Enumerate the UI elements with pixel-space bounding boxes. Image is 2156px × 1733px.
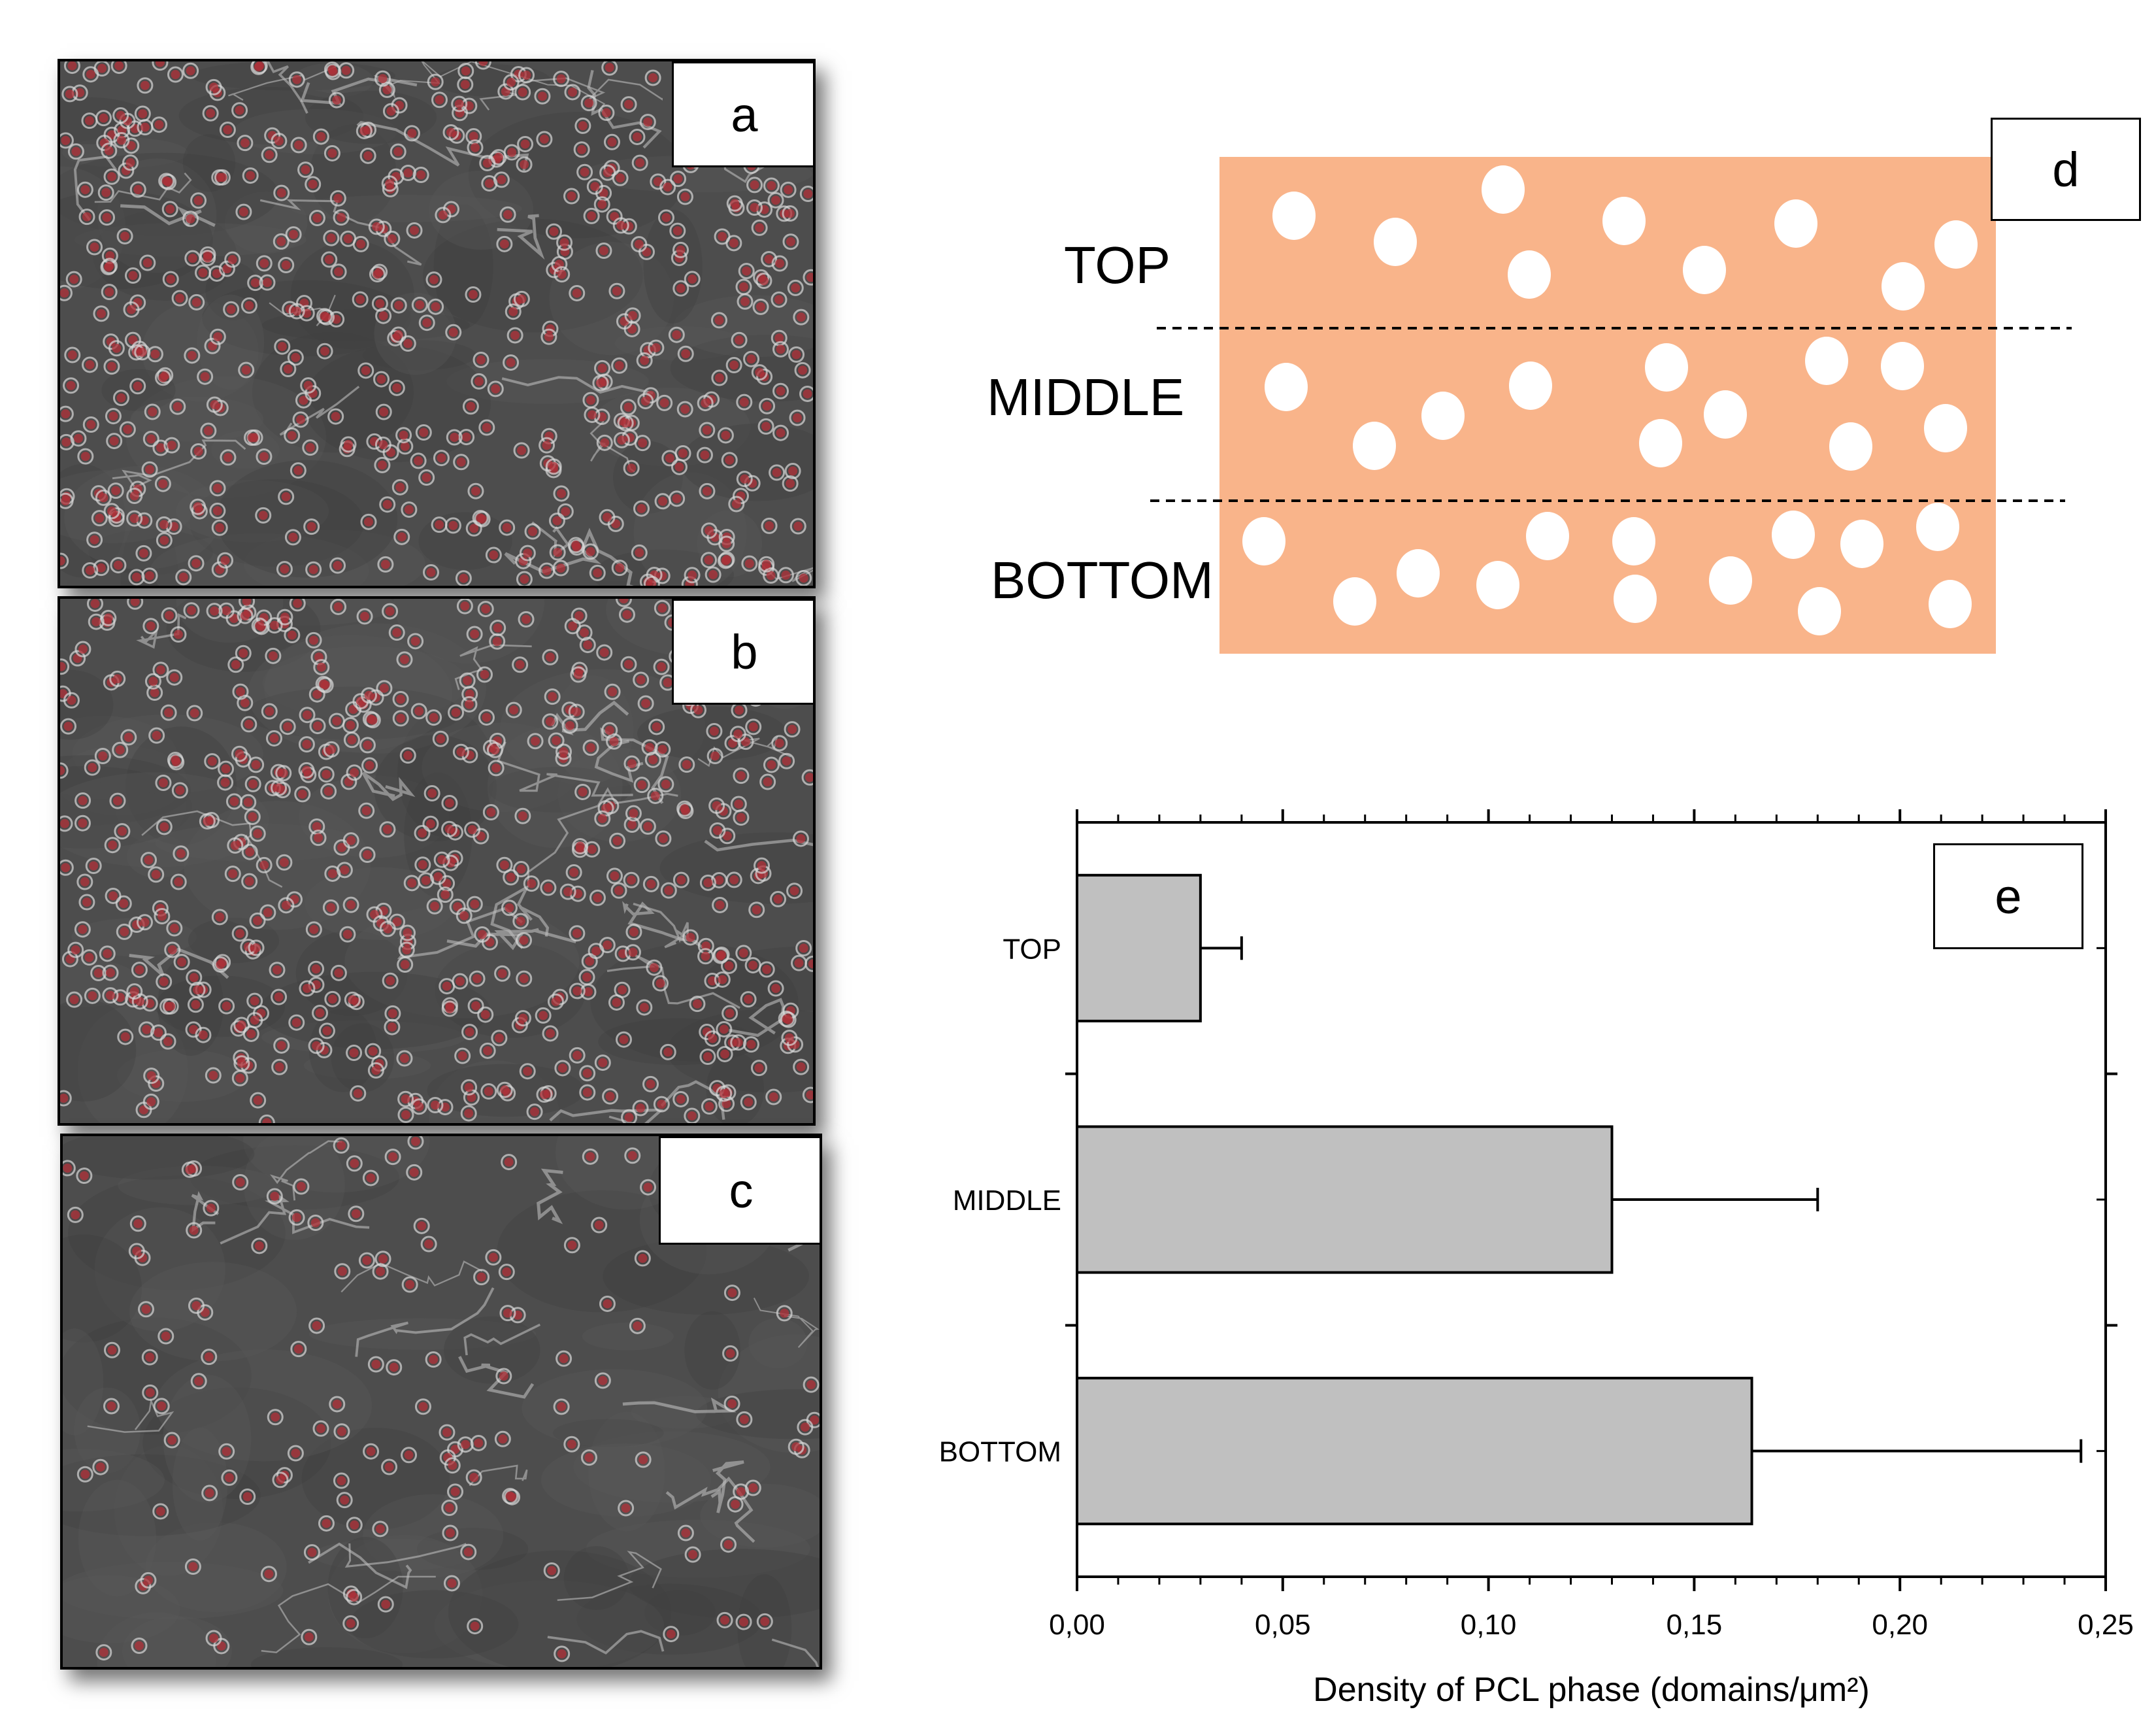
schematic-label-bottom: BOTTOM — [991, 551, 1214, 609]
x-tick-label: 0,20 — [1872, 1609, 1928, 1641]
schematic-domain-0 — [1272, 192, 1316, 240]
panel-label-d: d — [1991, 118, 2141, 221]
schematic-domain-5 — [1683, 246, 1726, 294]
schematic-domain-32 — [1929, 580, 1972, 628]
x-tick-label: 0,10 — [1461, 1609, 1517, 1641]
x-tick-label: 0,00 — [1049, 1609, 1105, 1641]
schematic-domain-14 — [1639, 419, 1682, 467]
schematic-domain-6 — [1774, 199, 1817, 248]
schematic-domain-7 — [1882, 262, 1925, 311]
y-category-label: MIDDLE — [953, 1185, 1061, 1217]
schematic-domain-15 — [1704, 390, 1747, 439]
schematic-domain-28 — [1772, 511, 1815, 559]
x-tick-label: 0,25 — [2078, 1609, 2134, 1641]
schematic-diagram — [1150, 157, 2072, 654]
sem-micrograph-c: c — [60, 1134, 822, 1670]
sem-micrograph-a: a — [58, 59, 816, 588]
schematic-domain-17 — [1829, 422, 1872, 471]
schematic-domain-20 — [1242, 517, 1285, 565]
schematic-domain-29 — [1840, 520, 1883, 568]
bar-bottom — [1076, 1377, 1753, 1526]
schematic-domain-16 — [1805, 337, 1848, 385]
schematic-domain-27 — [1709, 556, 1752, 605]
schematic-domain-9 — [1265, 363, 1308, 411]
schematic-domain-19 — [1924, 404, 1967, 452]
schematic-domain-2 — [1482, 165, 1525, 214]
schematic-domain-12 — [1509, 362, 1552, 410]
schematic-domain-18 — [1881, 342, 1924, 390]
schematic-domain-3 — [1508, 250, 1551, 299]
schematic-domain-25 — [1612, 517, 1655, 565]
schematic-domain-26 — [1614, 575, 1657, 623]
y-category-label: TOP — [1003, 933, 1061, 965]
panel-label-e: e — [1933, 843, 2083, 949]
schematic-label-top: TOP — [1064, 236, 1171, 294]
schematic-domain-8 — [1934, 220, 1978, 269]
sem-micrograph-b: b — [58, 596, 816, 1126]
schematic-domains — [1242, 165, 1978, 635]
sem-texture-a — [60, 61, 813, 586]
panel-label-a: a — [672, 61, 813, 167]
schematic-domain-1 — [1374, 218, 1417, 266]
x-tick-label: 0,05 — [1255, 1609, 1311, 1641]
bar-middle — [1076, 1125, 1614, 1274]
schematic-film-block — [1219, 157, 1996, 654]
schematic-domain-10 — [1353, 422, 1396, 470]
schematic-domain-13 — [1645, 343, 1688, 392]
schematic-domain-21 — [1333, 577, 1376, 626]
schematic-label-middle: MIDDLE — [987, 368, 1185, 426]
schematic-domain-31 — [1916, 503, 1959, 551]
y-category-label: BOTTOM — [939, 1436, 1061, 1468]
schematic-domain-30 — [1798, 587, 1841, 635]
x-axis-label: Density of PCL phase (domains/μm²) — [1313, 1671, 1870, 1709]
schematic-domain-24 — [1526, 512, 1569, 560]
schematic-domain-11 — [1421, 392, 1465, 440]
sem-texture-b — [60, 599, 813, 1123]
schematic-domain-23 — [1476, 561, 1519, 609]
panel-label-c: c — [659, 1136, 820, 1245]
panel-label-b: b — [672, 599, 813, 705]
bar-top — [1076, 873, 1202, 1022]
schematic-domain-22 — [1397, 549, 1440, 597]
schematic-domain-4 — [1602, 197, 1646, 245]
x-tick-label: 0,15 — [1667, 1609, 1723, 1641]
